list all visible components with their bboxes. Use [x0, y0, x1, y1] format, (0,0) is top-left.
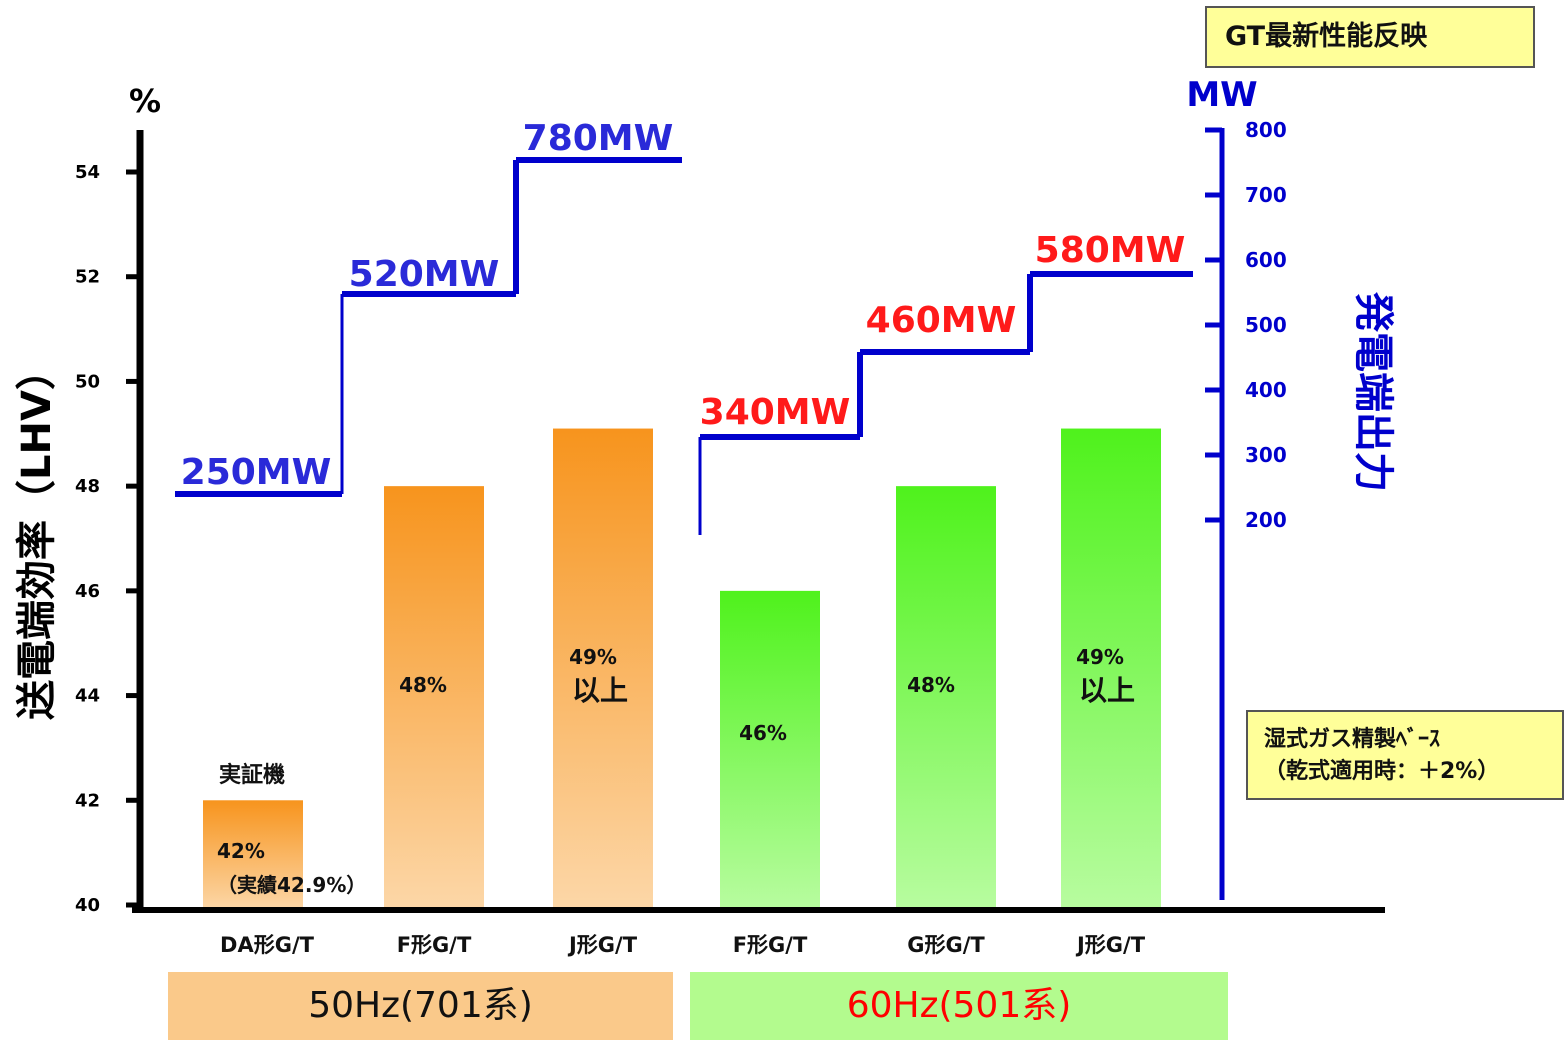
- y-tick-label-44: 44: [75, 686, 100, 707]
- output-label-5: 460MW: [866, 300, 1017, 341]
- output-label-4: 340MW: [700, 392, 851, 433]
- x-tick-label-2: F形G/T: [397, 933, 472, 957]
- bar-label-6-1: 49%: [1076, 645, 1124, 669]
- bar-label-4-1: 46%: [739, 721, 787, 745]
- y-tick-label-50: 50: [75, 371, 100, 392]
- y-axis-title: 送電端効率（LHV）: [14, 350, 60, 720]
- y2-tick-label-600: 600: [1245, 248, 1287, 272]
- bar-2: [384, 486, 484, 910]
- output-layer: [175, 157, 1193, 535]
- y-tick-label-46: 46: [75, 581, 100, 602]
- y2-unit-label: MW: [1186, 75, 1257, 115]
- y2-tick-label-700: 700: [1245, 183, 1287, 207]
- output-label-2: 520MW: [349, 254, 500, 295]
- y2-tick-label-800: 800: [1245, 118, 1287, 142]
- bars-layer: [203, 428, 1161, 910]
- axis-layer: [126, 127, 1385, 913]
- group-band-50hz: 50Hz(701系): [168, 972, 673, 1040]
- x-tick-label-5: G形G/T: [907, 933, 985, 957]
- bar-3: [553, 428, 653, 910]
- bar-label-2-1: 48%: [399, 673, 447, 697]
- y-tick-label-42: 42: [75, 790, 100, 811]
- bar-6: [1061, 428, 1161, 910]
- x-tick-label-3: J形G/T: [567, 933, 638, 957]
- y2-axis-title: 発電端出力: [1350, 292, 1396, 492]
- output-label-3: 780MW: [523, 118, 674, 159]
- y-tick-label-52: 52: [75, 267, 100, 288]
- group-band-60hz-label: 60Hz(501系): [846, 985, 1072, 1026]
- side-note-line1: 湿式ガス精製ﾍﾞｰｽ: [1264, 727, 1441, 752]
- bar-label-3-2: 以上: [572, 674, 628, 707]
- side-note-line2: （乾式適用時：＋2%）: [1264, 759, 1500, 784]
- y2-tick-label-500: 500: [1245, 313, 1287, 337]
- bar-label-6-2: 以上: [1079, 674, 1135, 707]
- text-layer: 40 42 44 46 48 50 52 54% 送電端効率（LHV） 200 300 400 500 6…: [14, 75, 1396, 957]
- bar-4: [720, 590, 820, 910]
- x-tick-label-6: J形G/T: [1075, 933, 1146, 957]
- header-note-box: GT最新性能反映: [1205, 6, 1535, 68]
- bar-label-3-1: 49%: [569, 645, 617, 669]
- group-band-50hz-label: 50Hz(701系): [308, 985, 533, 1026]
- output-label-6: 580MW: [1035, 230, 1186, 271]
- y-unit-label: %: [129, 82, 161, 120]
- y-tick-label-54: 54: [75, 162, 100, 183]
- y2-tick-label-300: 300: [1245, 443, 1287, 467]
- header-note-text: GT最新性能反映: [1225, 21, 1428, 52]
- bar-annotation-1: 実証機: [219, 762, 285, 788]
- group-band-60hz: 60Hz(501系): [690, 972, 1228, 1040]
- bar-5: [896, 486, 996, 910]
- y-tick-label-40: 40: [75, 895, 100, 916]
- x-tick-label-1: DA形G/T: [220, 933, 315, 957]
- y2-tick-label-200: 200: [1245, 508, 1287, 532]
- output-label-1: 250MW: [181, 452, 332, 493]
- bar-label-5-1: 48%: [907, 673, 955, 697]
- bar-label-1-1: 42%: [217, 839, 265, 863]
- side-note-box: 湿式ガス精製ﾍﾞｰｽ （乾式適用時：＋2%）: [1246, 710, 1564, 800]
- x-tick-label-4: F形G/T: [733, 933, 808, 957]
- bar-label-1-2: （実績42.9%）: [217, 873, 366, 897]
- y2-tick-label-400: 400: [1245, 378, 1287, 402]
- y-tick-label-48: 48: [75, 476, 100, 497]
- bar-1: [203, 800, 303, 910]
